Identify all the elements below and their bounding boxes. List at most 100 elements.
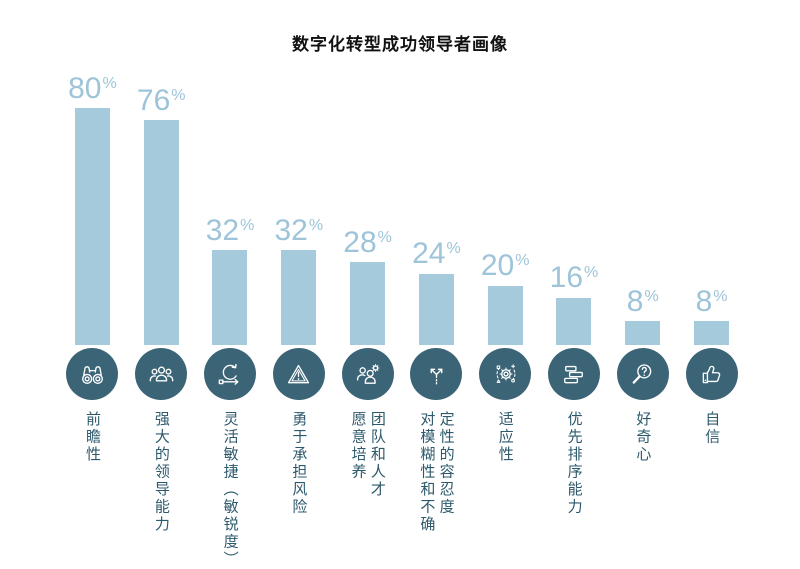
bar-wrapper: 28% — [343, 58, 392, 345]
bar — [625, 321, 661, 345]
category-label-column: 勇于承担风险 — [290, 411, 308, 516]
bar-value-number: 32 — [205, 213, 240, 247]
bar-value-label: 24% — [412, 237, 461, 271]
category-label-column: 前瞻性 — [84, 411, 102, 464]
bar-value-label: 28% — [343, 225, 392, 259]
bar-value-unit: % — [446, 240, 461, 258]
bar-value-label: 80% — [68, 71, 117, 105]
icon-circle — [203, 348, 256, 400]
bar-value-number: 8 — [626, 284, 644, 318]
bar-value-unit: % — [171, 86, 186, 104]
bar-value-number: 20 — [480, 249, 515, 283]
bar-value-number: 24 — [412, 237, 446, 271]
priority-list-icon — [564, 365, 584, 383]
bar-wrapper: 24% — [412, 58, 461, 345]
chart-column-8: 16% 优先排序能力 — [540, 58, 609, 569]
bar-wrapper: 32% — [205, 58, 255, 345]
agile-loop-icon — [219, 363, 239, 385]
chart-column-7: 20% 适应性 — [471, 58, 540, 569]
bar — [556, 297, 592, 345]
category-label: 前瞻性 — [84, 411, 101, 464]
bar — [212, 250, 248, 345]
category-label-column: 愿意培养 — [349, 411, 367, 481]
bar-value-label: 16% — [550, 263, 599, 293]
bar — [487, 285, 523, 345]
category-label: 灵活敏捷（敏锐度） — [221, 411, 239, 569]
bar-value-label: 20% — [480, 249, 530, 283]
icon-circle — [685, 348, 738, 400]
bar-wrapper: 16% — [550, 58, 599, 345]
category-label-column: 对模糊性和不确 — [418, 411, 436, 534]
category-label: 对模糊性和不确 定性的容忍度 — [418, 411, 455, 534]
icon-circle — [616, 348, 669, 400]
category-label-column: 灵活敏捷（敏锐度） — [221, 411, 239, 569]
chart-column-6: 24% 对模糊性和不确 定性的容忍度 — [402, 58, 471, 569]
bar-value-number: 80 — [68, 71, 102, 105]
chart-columns: 80% 前瞻性 76% 强大的领导能力 32% 灵活敏捷（敏锐度） 32% 勇于… — [58, 58, 748, 569]
bar-wrapper: 8% — [694, 58, 730, 345]
bar-value-label: 32% — [274, 213, 323, 247]
category-label-column: 优先排序能力 — [565, 411, 583, 516]
bar-value-unit: % — [584, 264, 599, 282]
bar-value-label: 32% — [205, 213, 255, 247]
adapt-gear-icon — [496, 363, 516, 383]
icon-circle — [479, 348, 532, 400]
icon-circle — [66, 348, 119, 400]
category-label-column: 团队和人才 — [368, 411, 386, 499]
category-label: 优先排序能力 — [565, 411, 583, 516]
binoculars-icon — [81, 365, 103, 384]
page-title: 数字化转型成功领导者画像 — [292, 35, 508, 54]
category-label: 好奇心 — [634, 411, 651, 464]
bar-value-unit: % — [515, 252, 530, 270]
icon-circle — [135, 348, 188, 400]
chart-column-1: 80% 前瞻性 — [58, 58, 127, 569]
magnifier-question-icon — [632, 363, 652, 384]
bar-value-unit: % — [102, 74, 117, 92]
bar-value-unit: % — [713, 287, 728, 305]
thumbs-up-icon — [702, 365, 721, 383]
category-label: 适应性 — [497, 411, 514, 464]
bar-value-number: 76 — [136, 83, 171, 117]
bar-value-unit: % — [377, 228, 392, 246]
bar-value-number: 28 — [343, 225, 377, 259]
team-icon — [149, 366, 174, 381]
category-label: 勇于承担风险 — [290, 411, 307, 516]
chart-column-3: 32% 灵活敏捷（敏锐度） — [196, 58, 265, 569]
bar — [143, 120, 179, 345]
category-label: 强大的领导能力 — [153, 411, 170, 534]
bar-wrapper: 20% — [480, 58, 530, 345]
bar-value-unit: % — [644, 287, 659, 305]
category-label-column: 好奇心 — [634, 411, 652, 464]
chart-column-4: 32% 勇于承担风险 — [264, 58, 333, 569]
chart-column-2: 76% 强大的领导能力 — [127, 58, 196, 569]
bar-value-number: 32 — [274, 213, 308, 247]
bar-value-label: 8% — [695, 284, 728, 318]
icon-circle — [341, 348, 394, 400]
bar-wrapper: 76% — [137, 58, 186, 345]
bar — [694, 321, 730, 345]
icon-circle — [547, 348, 600, 400]
icon-circle — [272, 348, 325, 400]
chart-column-5: 28% 愿意培养 团队和人才 — [333, 58, 402, 569]
fork-arrows-icon — [430, 368, 443, 384]
category-label-column: 适应性 — [496, 411, 514, 464]
bar-wrapper: 32% — [274, 58, 323, 345]
category-label: 愿意培养 团队和人才 — [349, 411, 386, 499]
bar — [418, 273, 454, 345]
chart-column-10: 8% 自信 — [677, 58, 746, 569]
category-label-column: 强大的领导能力 — [152, 411, 170, 534]
bar-value-number: 8 — [695, 284, 713, 318]
chart-column-9: 8% 好奇心 — [608, 58, 677, 569]
icon-circle — [410, 348, 463, 400]
bar-value-unit: % — [240, 216, 255, 234]
category-label-column: 定性的容忍度 — [437, 411, 455, 516]
bar-value-label: 76% — [136, 83, 186, 117]
bar-chart: 80% 前瞻性 76% 强大的领导能力 32% 灵活敏捷（敏锐度） 32% 勇于… — [58, 58, 748, 569]
talent-gear-icon — [357, 363, 380, 384]
bar-value-label: 8% — [626, 284, 659, 318]
bar — [74, 108, 110, 345]
warning-triangle-icon — [288, 364, 310, 383]
bar-wrapper: 8% — [625, 58, 661, 345]
category-label-column: 自信 — [703, 411, 721, 446]
bar — [281, 250, 317, 345]
